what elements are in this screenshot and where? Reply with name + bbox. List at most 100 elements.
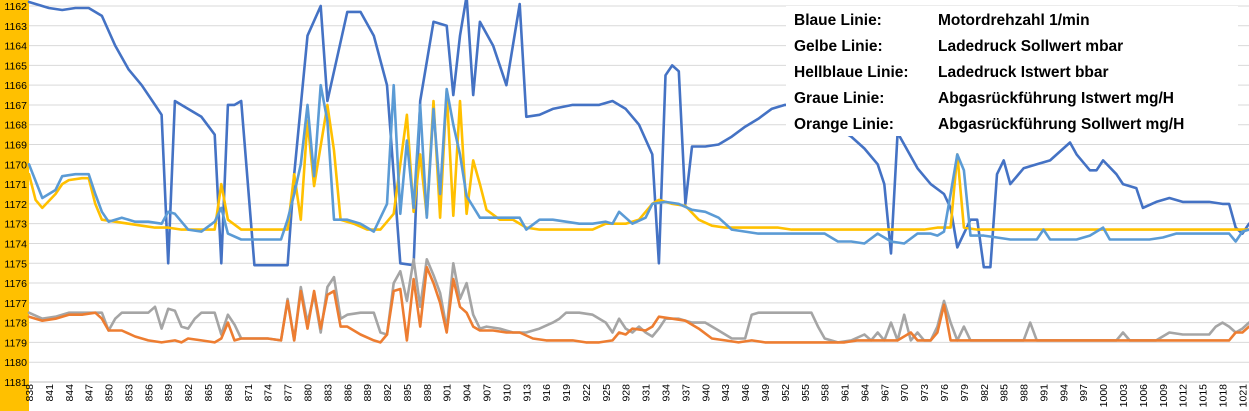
y-axis-ticks: 1162 1163 1164 1165 1166 1167 1168 1169 1170 1171… xyxy=(4,1,27,389)
series-line-1 xyxy=(27,89,1249,231)
x-tick-label: 1003 xyxy=(1118,384,1130,408)
x-tick-label: 1000 xyxy=(1098,384,1110,408)
legend-description: Abgasrückführung Istwert mg/H xyxy=(938,90,1174,107)
x-tick-label: 1012 xyxy=(1178,384,1190,408)
legend-key: Graue Linie: xyxy=(794,90,884,107)
x-tick-label: 976 xyxy=(939,384,951,402)
x-tick-label: 979 xyxy=(959,384,971,402)
legend-key: Gelbe Linie: xyxy=(794,38,883,55)
x-tick-label: 970 xyxy=(899,384,911,402)
x-tick-label: 985 xyxy=(999,384,1011,402)
x-tick-label: 943 xyxy=(720,384,732,402)
x-tick-label: 889 xyxy=(362,384,374,402)
y-tick-label: 1173 xyxy=(4,219,27,231)
x-tick-label: 991 xyxy=(1038,384,1050,402)
legend-key: Orange Linie: xyxy=(794,116,894,133)
x-tick-label: 1015 xyxy=(1198,384,1210,408)
x-tick-label: 868 xyxy=(223,384,235,402)
x-tick-label: 982 xyxy=(979,384,991,402)
y-tick-label: 1170 xyxy=(4,159,27,171)
x-tick-label: 967 xyxy=(879,384,891,402)
y-axis-band xyxy=(0,0,29,411)
y-tick-label: 1166 xyxy=(4,80,27,92)
x-axis-ticks: 838 841 844 847 850 853 856 859 862 865 868 871 874 8… xyxy=(24,384,1249,408)
y-tick-label: 1177 xyxy=(4,298,27,310)
y-tick-label: 1172 xyxy=(4,199,27,211)
legend-description: Ladedruck Istwert bbar xyxy=(938,64,1109,81)
x-tick-label: 946 xyxy=(740,384,752,402)
y-tick-label: 1164 xyxy=(4,41,27,53)
x-tick-label: 928 xyxy=(621,384,633,402)
x-tick-label: 859 xyxy=(163,384,175,402)
x-tick-label: 1018 xyxy=(1217,384,1229,408)
x-tick-label: 916 xyxy=(541,384,553,402)
series-line-0 xyxy=(27,0,1249,269)
y-tick-label: 1162 xyxy=(4,1,27,13)
legend-background xyxy=(786,6,1238,136)
series-line-2 xyxy=(27,83,1249,245)
y-tick-label: 1181 xyxy=(4,377,27,389)
legend-description: Ladedruck Sollwert mbar xyxy=(938,38,1123,55)
x-tick-label: 886 xyxy=(342,384,354,402)
x-tick-label: 955 xyxy=(800,384,812,402)
y-tick-label: 1171 xyxy=(4,179,27,191)
x-tick-label: 877 xyxy=(283,384,295,402)
x-axis-band xyxy=(29,382,1249,411)
x-tick-label: 961 xyxy=(840,384,852,402)
x-tick-label: 880 xyxy=(302,384,314,402)
x-tick-label: 934 xyxy=(661,384,673,402)
x-tick-label: 919 xyxy=(561,384,573,402)
x-tick-label: 844 xyxy=(64,384,76,402)
x-tick-label: 892 xyxy=(382,384,394,402)
x-tick-label: 958 xyxy=(820,384,832,402)
x-tick-label: 847 xyxy=(84,384,96,402)
y-tick-label: 1167 xyxy=(4,100,27,112)
x-tick-label: 853 xyxy=(123,384,135,402)
x-tick-label: 964 xyxy=(859,384,871,402)
x-tick-label: 895 xyxy=(402,384,414,402)
x-tick-label: 973 xyxy=(919,384,931,402)
y-tick-label: 1165 xyxy=(4,60,27,72)
x-tick-label: 838 xyxy=(24,384,36,402)
series-lines xyxy=(27,0,1249,344)
x-tick-label: 1009 xyxy=(1158,384,1170,408)
x-tick-label: 913 xyxy=(521,384,533,402)
legend: Blaue Linie: Motordrehzahl 1/min Gelbe Lin… xyxy=(786,6,1238,136)
x-tick-label: 937 xyxy=(680,384,692,402)
series-line-4 xyxy=(27,265,1249,344)
x-tick-label: 856 xyxy=(143,384,155,402)
y-tick-label: 1180 xyxy=(4,357,27,369)
x-tick-label: 997 xyxy=(1078,384,1090,402)
x-tick-label: 940 xyxy=(700,384,712,402)
x-tick-label: 883 xyxy=(322,384,334,402)
y-tick-label: 1178 xyxy=(4,318,27,330)
x-tick-label: 1006 xyxy=(1138,384,1150,408)
x-tick-label: 901 xyxy=(442,384,454,402)
y-tick-label: 1169 xyxy=(4,140,27,152)
legend-description: Abgasrückführung Sollwert mg/H xyxy=(938,116,1184,133)
x-tick-label: 910 xyxy=(501,384,513,402)
x-tick-label: 988 xyxy=(1019,384,1031,402)
x-tick-label: 862 xyxy=(183,384,195,402)
y-tick-label: 1174 xyxy=(4,238,27,250)
y-tick-label: 1176 xyxy=(4,278,27,290)
x-tick-label: 865 xyxy=(203,384,215,402)
y-tick-label: 1168 xyxy=(4,120,27,132)
x-tick-label: 850 xyxy=(104,384,116,402)
x-tick-label: 994 xyxy=(1058,384,1070,402)
x-tick-label: 871 xyxy=(243,384,255,402)
legend-description: Motordrehzahl 1/min xyxy=(938,12,1090,29)
x-tick-label: 922 xyxy=(581,384,593,402)
y-tick-label: 1175 xyxy=(4,258,27,270)
x-tick-label: 1021 xyxy=(1237,384,1249,408)
x-tick-label: 841 xyxy=(44,384,56,402)
x-tick-label: 931 xyxy=(641,384,653,402)
x-tick-label: 898 xyxy=(422,384,434,402)
y-tick-label: 1163 xyxy=(4,21,27,33)
legend-key: Blaue Linie: xyxy=(794,12,882,29)
x-tick-label: 907 xyxy=(482,384,494,402)
legend-key: Hellblaue Linie: xyxy=(794,64,909,81)
x-tick-label: 949 xyxy=(760,384,772,402)
x-tick-label: 952 xyxy=(780,384,792,402)
